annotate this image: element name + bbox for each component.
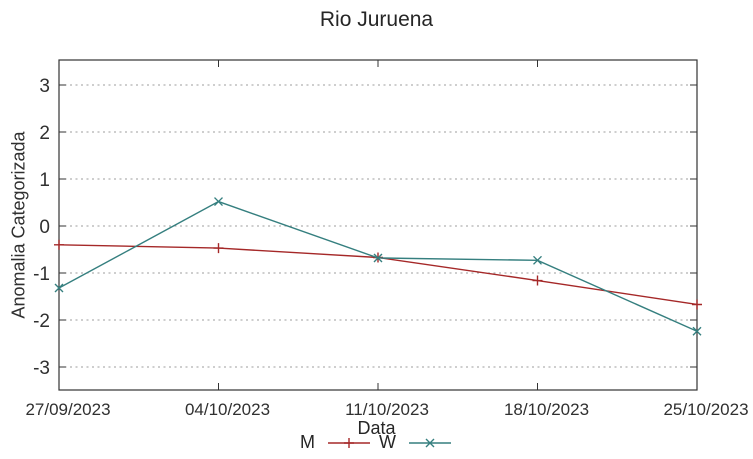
svg-text:-3: -3 bbox=[33, 358, 50, 379]
svg-text:11/10/2023: 11/10/2023 bbox=[345, 400, 429, 419]
axis-ticks bbox=[58, 60, 698, 390]
legend-item-m: M bbox=[300, 432, 372, 453]
legend-label-w: W bbox=[379, 432, 396, 452]
chart-title: Rio Juruena bbox=[319, 8, 434, 31]
svg-text:25/10/2023: 25/10/2023 bbox=[663, 400, 748, 419]
svg-text:1: 1 bbox=[39, 170, 50, 191]
svg-text:2: 2 bbox=[39, 123, 50, 144]
svg-text:3: 3 bbox=[39, 76, 50, 97]
x-axis-label: Data bbox=[357, 418, 396, 438]
plot-border bbox=[58, 59, 698, 391]
svg-text:-2: -2 bbox=[33, 311, 50, 332]
legend-plus-line-icon bbox=[328, 437, 370, 448]
x-tick-labels: 27/09/2023 04/10/2023 11/10/2023 18/10/2023… bbox=[25, 400, 748, 419]
legend-label-m: M bbox=[300, 432, 315, 452]
series-W-line bbox=[58, 200, 698, 332]
y-tick-labels: 3 2 1 0 -1 -2 -3 bbox=[33, 76, 50, 379]
svg-text:-1: -1 bbox=[33, 264, 50, 285]
series-W-markers bbox=[54, 197, 702, 336]
svg-text:0: 0 bbox=[39, 217, 50, 238]
series-M-markers bbox=[54, 239, 702, 310]
legend-item-w: W bbox=[379, 432, 453, 453]
svg-text:04/10/2023: 04/10/2023 bbox=[185, 400, 270, 419]
legend-cross-line-icon bbox=[409, 438, 451, 447]
legend: M W bbox=[0, 432, 753, 453]
svg-text:18/10/2023: 18/10/2023 bbox=[504, 400, 589, 419]
gridlines bbox=[59, 84, 697, 368]
svg-text:27/09/2023: 27/09/2023 bbox=[25, 400, 110, 419]
